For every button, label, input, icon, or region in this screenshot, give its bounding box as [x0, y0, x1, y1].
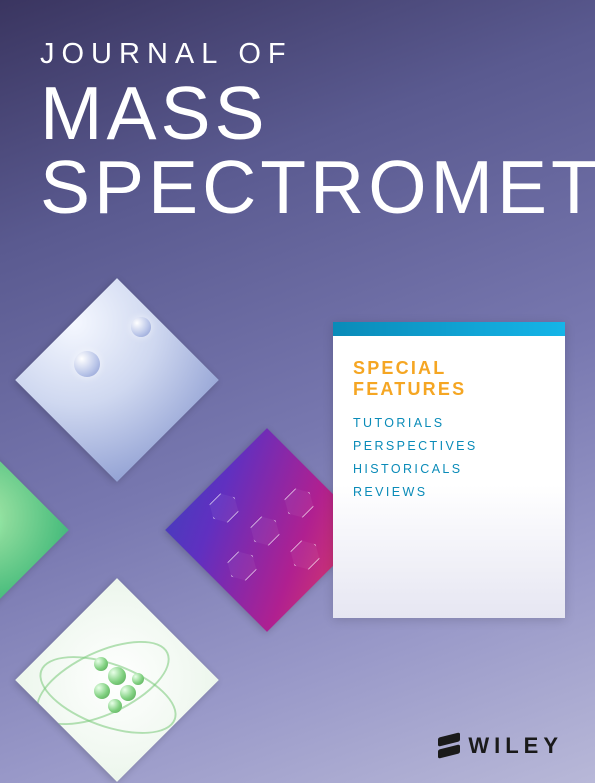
- panel-item: HISTORICALS: [353, 462, 545, 476]
- publisher-block: WILEY: [438, 733, 563, 759]
- panel-item: REVIEWS: [353, 485, 545, 499]
- diamond-tile-molecule-glass: [15, 278, 219, 482]
- publisher-logo-icon: [438, 735, 460, 757]
- diamond-tile-atom-cluster: [15, 578, 219, 782]
- diamond-grid: [0, 308, 315, 728]
- diamond-tile-molecule-green: [0, 428, 69, 632]
- special-features-panel: SPECIAL FEATURES TUTORIALS PERSPECTIVES …: [333, 322, 565, 618]
- panel-item: PERSPECTIVES: [353, 439, 545, 453]
- title-prefix: JOURNAL OF: [40, 38, 595, 71]
- journal-title-block: JOURNAL OF MASS SPECTROMETRY: [40, 38, 595, 224]
- panel-accent-stripe: [333, 322, 565, 336]
- title-line-1: MASS: [40, 77, 595, 151]
- title-line-2: SPECTROMETRY: [40, 151, 595, 225]
- panel-heading: SPECIAL FEATURES: [353, 358, 545, 400]
- publisher-name: WILEY: [468, 733, 563, 759]
- panel-item: TUTORIALS: [353, 416, 545, 430]
